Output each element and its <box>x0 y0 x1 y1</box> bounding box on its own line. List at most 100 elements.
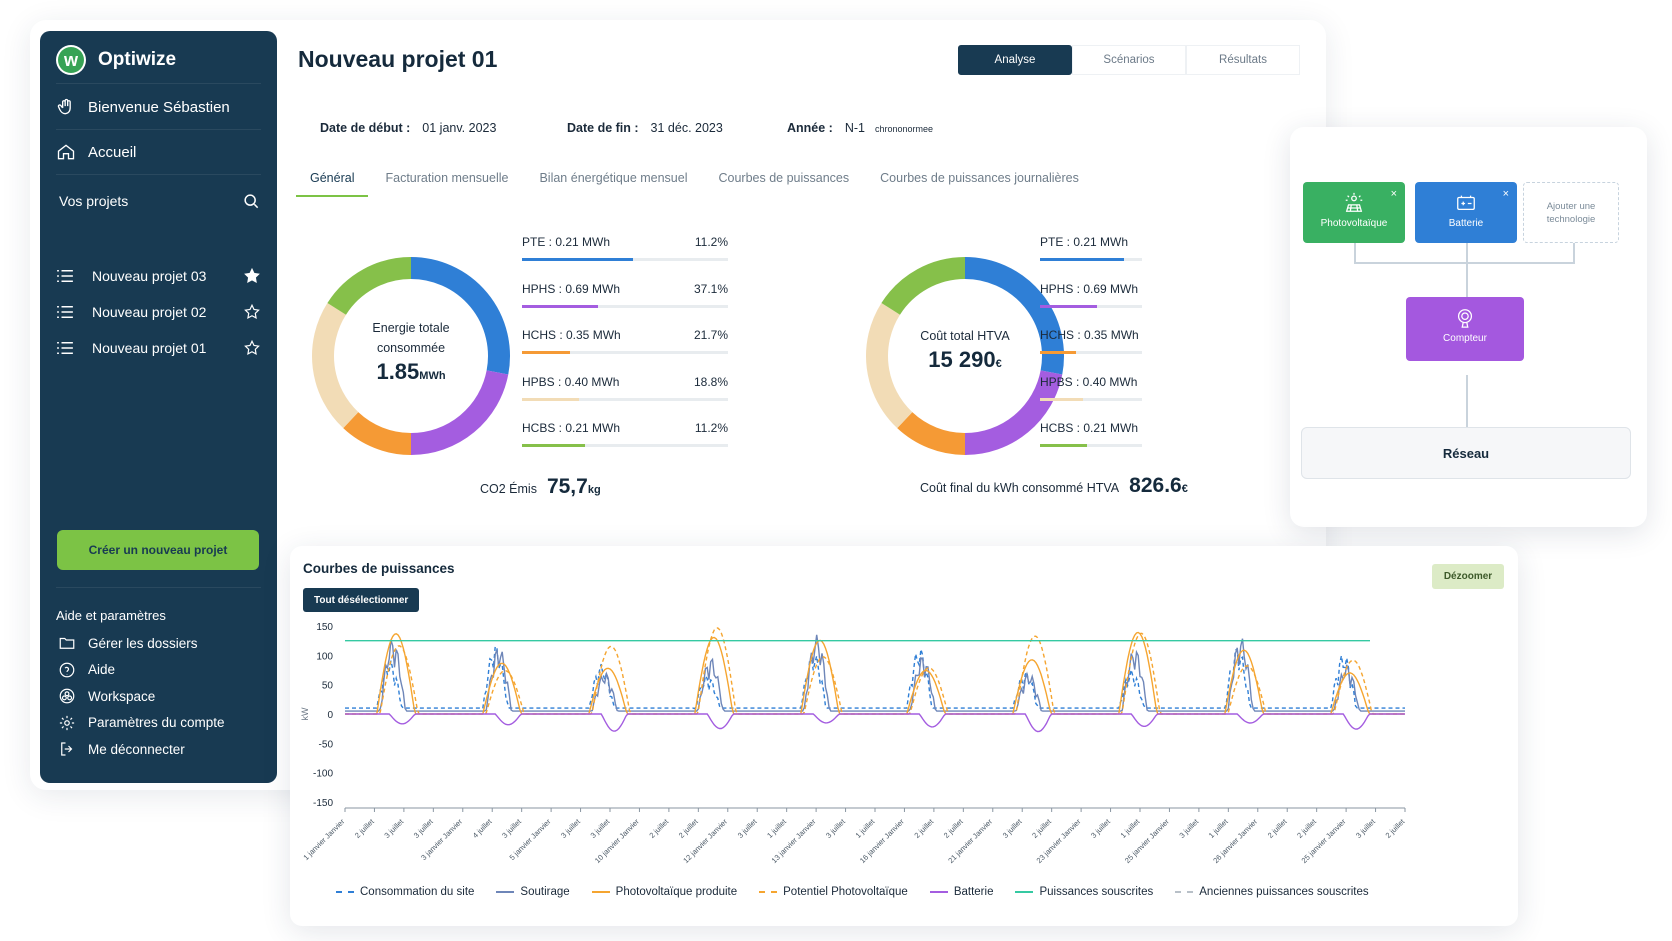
subtab-power-curves[interactable]: Courbes de puissances <box>718 171 850 185</box>
legend-swatch <box>336 891 354 893</box>
legend-percent: 37.1% <box>693 281 728 296</box>
subtab-daily-power-curves[interactable]: Courbes de puissances journalières <box>880 171 1079 185</box>
help-item-label: Paramètres du compte <box>88 715 225 730</box>
legend-label: HPBS : 0.40 MWh <box>1040 374 1138 389</box>
close-icon[interactable]: × <box>1502 188 1509 200</box>
help-item[interactable]: Gérer les dossiers <box>58 634 198 652</box>
legend-item[interactable]: Soutirage <box>496 886 570 898</box>
legend-item[interactable]: Batterie <box>929 886 994 898</box>
legend-swatch <box>496 891 515 893</box>
co2-unit: kg <box>587 484 601 496</box>
legend-swatch <box>1015 891 1034 893</box>
legend-item-hcbs: HCBS : 0.21 MWh <box>1040 421 1142 449</box>
legend-label: Anciennes puissances souscrites <box>1199 886 1369 898</box>
legend-label: Soutirage <box>520 886 570 898</box>
deselect-all-button[interactable]: Tout désélectionner <box>303 588 420 612</box>
help-item-label: Gérer les dossiers <box>88 635 198 651</box>
legend-label: Batterie <box>953 886 994 898</box>
x-tick-label: 2 juillet <box>353 816 377 840</box>
star-icon[interactable] <box>243 303 261 321</box>
donut-slice-hpbs[interactable] <box>312 302 359 429</box>
meter-card[interactable]: Compteur <box>1406 297 1524 361</box>
donut-slice-hphs[interactable] <box>410 370 509 455</box>
donut-slice-pte[interactable] <box>410 257 510 375</box>
project-item[interactable]: Nouveau projet 03 <box>56 267 261 285</box>
legend-label: HPHS : 0.69 MWh <box>1040 281 1139 296</box>
donut-slice-hcbs[interactable] <box>881 257 966 316</box>
divider <box>56 174 261 175</box>
help-item[interactable]: Aide <box>58 661 115 679</box>
nav-home[interactable]: Accueil <box>56 142 261 162</box>
help-item[interactable]: Me déconnecter <box>58 740 185 758</box>
help-icon <box>59 662 75 677</box>
legend-label: Photovoltaïque produite <box>615 886 738 898</box>
power-curves-chart[interactable]: 150 100 50 0 -50 -100 -150 kW 1 janvier Janvier 2… <box>290 606 1518 896</box>
legend-item[interactable]: Anciennes puissances souscrites <box>1175 886 1369 898</box>
create-project-button[interactable]: Créer un nouveau projet <box>57 530 259 570</box>
donut-slice-hcbs[interactable] <box>327 257 412 316</box>
close-icon[interactable]: × <box>1390 188 1397 200</box>
legend-swatch <box>929 891 948 893</box>
tab-analyse[interactable]: Analyse <box>958 45 1072 75</box>
pv-tech-card[interactable]: × Photovoltaïque <box>1303 182 1405 243</box>
legend-item[interactable]: Puissances souscrites <box>1015 886 1153 898</box>
tab-scenarios[interactable]: Scénarios <box>1072 45 1186 75</box>
battery-icon <box>1415 192 1517 214</box>
energy-donut-chart <box>312 257 510 455</box>
star-icon[interactable] <box>243 267 261 285</box>
legend-percent: 11.2% <box>694 235 728 249</box>
legend-item-hchs: HCHS : 0.35 MWh 21.7% <box>522 328 728 356</box>
list-icon <box>57 270 73 282</box>
project-label: Nouveau projet 01 <box>92 340 207 356</box>
grid-node[interactable]: Réseau <box>1301 427 1631 479</box>
help-item[interactable]: Workspace <box>58 687 155 705</box>
legend-item[interactable]: Consommation du site <box>336 886 474 898</box>
solar-panel-icon <box>1303 192 1405 214</box>
project-item[interactable]: Nouveau projet 01 <box>56 339 261 357</box>
donut-slice-hpbs[interactable] <box>866 302 913 429</box>
list-icon <box>57 342 73 354</box>
project-item[interactable]: Nouveau projet 02 <box>56 303 261 321</box>
battery-tech-card[interactable]: × Batterie <box>1415 182 1517 243</box>
help-item[interactable]: Paramètres du compte <box>58 714 225 732</box>
divider <box>56 129 261 130</box>
donut-slice-hchs[interactable] <box>343 411 412 455</box>
x-tick-label: 3 juillet <box>382 816 406 840</box>
x-tick-label: 1 juillet <box>765 816 789 840</box>
legend-bar-track <box>1040 397 1142 401</box>
legend-item-hpbs: HPBS : 0.40 MWh 18.8% <box>522 375 728 403</box>
x-tick-label: 2 juillet <box>677 816 701 840</box>
star-icon[interactable] <box>243 339 261 357</box>
donut-slice-hphs[interactable] <box>964 370 1063 455</box>
y-tick-label: 0 <box>327 710 333 721</box>
legend-bar-track <box>1040 351 1142 354</box>
legend-bar-track <box>522 397 728 401</box>
legend-label: PTE : 0.21 MWh <box>522 235 611 249</box>
add-technology-button[interactable]: Ajouter une technologie <box>1523 182 1619 243</box>
x-tick-label: 2 juillet <box>1030 816 1054 840</box>
subtab-energy-balance[interactable]: Bilan énergétique mensuel <box>539 171 688 185</box>
legend-item[interactable]: Potentiel Photovoltaïque <box>759 886 908 898</box>
donut-slice-hchs[interactable] <box>897 411 966 455</box>
series-line <box>345 645 1405 710</box>
help-item-label: Aide <box>88 662 116 677</box>
x-tick-label: 1 juillet <box>854 816 878 840</box>
hand-wave-icon <box>56 97 76 117</box>
search-icon[interactable] <box>241 191 261 211</box>
technology-diagram: × Photovoltaïque × Batterie Ajouter une … <box>1290 127 1647 527</box>
subtab-general[interactable]: Général <box>296 171 369 197</box>
tab-resultats[interactable]: Résultats <box>1186 45 1300 75</box>
x-tick-label: 3 juillet <box>1354 816 1378 840</box>
subtab-billing[interactable]: Facturation mensuelle <box>385 171 509 185</box>
dezoom-button[interactable]: Dézoomer <box>1432 564 1504 589</box>
legend-swatch <box>1175 891 1194 893</box>
chart-legend: Consommation du site Soutirage Photovoltaï… <box>336 886 1391 898</box>
legend-label: HCBS : 0.21 MWh <box>522 421 621 435</box>
y-tick-label: -50 <box>319 739 334 750</box>
legend-item[interactable]: Photovoltaïque produite <box>591 886 738 898</box>
brand[interactable]: w Optiwize <box>56 45 176 75</box>
final-cost-value: 826.6 <box>1129 474 1182 497</box>
folder-icon <box>59 637 75 649</box>
year: Année : N-1 chrononormee <box>787 121 934 135</box>
x-tick-label: 2 juillet <box>1295 816 1319 840</box>
